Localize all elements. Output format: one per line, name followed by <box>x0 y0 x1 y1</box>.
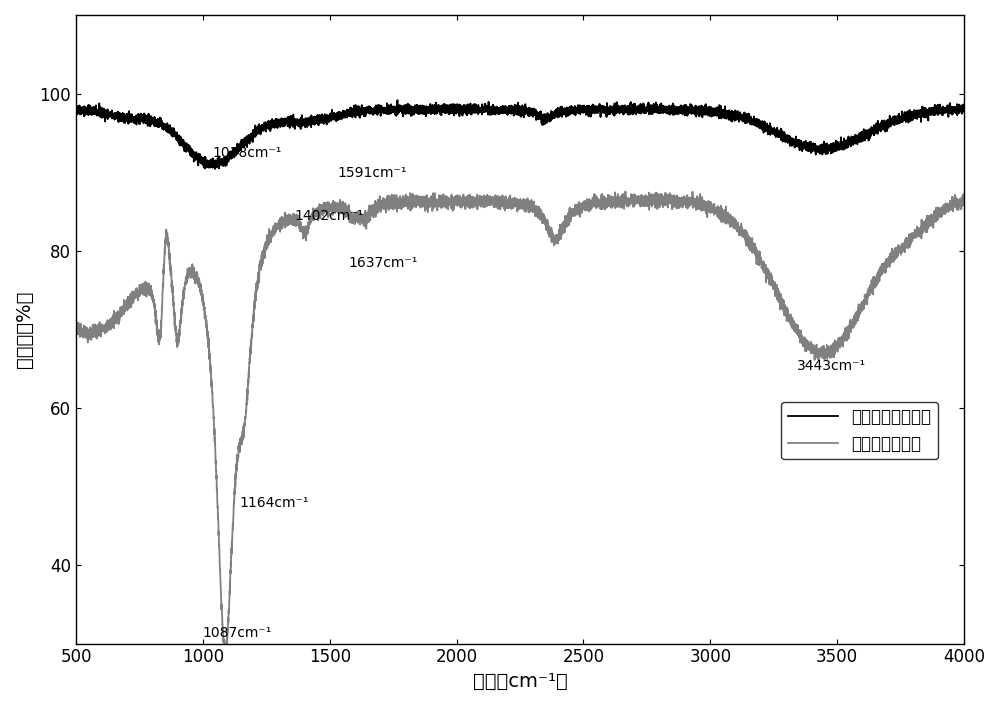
Text: 1087cm⁻¹: 1087cm⁻¹ <box>203 626 272 640</box>
Text: 1164cm⁻¹: 1164cm⁻¹ <box>240 496 309 510</box>
活性纳米碳材料 <box>776 297 788 305</box>
未改性纳米碳材料 <box>596 103 608 112</box>
Text: 3443cm⁻¹: 3443cm⁻¹ <box>797 359 866 373</box>
Text: 1402cm⁻¹: 1402cm⁻¹ <box>294 209 363 223</box>
Line: 活性纳米碳材料: 活性纳米碳材料 <box>76 191 964 644</box>
活性纳米碳材料 <box>729 217 741 226</box>
活性纳米碳材料 <box>70 323 82 332</box>
未改性纳米碳材料 <box>115 113 127 121</box>
未改性纳米碳材料 <box>958 100 970 109</box>
未改性纳米碳材料 <box>776 135 788 143</box>
Text: 1637cm⁻¹: 1637cm⁻¹ <box>349 256 418 270</box>
Text: 1591cm⁻¹: 1591cm⁻¹ <box>337 166 407 180</box>
Text: 1038cm⁻¹: 1038cm⁻¹ <box>213 146 282 160</box>
活性纳米碳材料 <box>958 197 970 205</box>
未改性纳米碳材料 <box>70 104 82 113</box>
活性纳米碳材料 <box>619 187 631 196</box>
活性纳米碳材料 <box>392 198 404 206</box>
Legend: 未改性纳米碳材料, 活性纳米碳材料: 未改性纳米碳材料, 活性纳米碳材料 <box>781 402 938 459</box>
Y-axis label: 透光率（%）: 透光率（%） <box>15 291 34 368</box>
活性纳米碳材料 <box>596 196 608 205</box>
活性纳米碳材料 <box>115 306 127 315</box>
未改性纳米碳材料 <box>392 106 404 114</box>
活性纳米碳材料 <box>634 202 646 210</box>
未改性纳米碳材料 <box>634 103 646 112</box>
未改性纳米碳材料 <box>209 164 221 173</box>
未改性纳米碳材料 <box>729 111 741 119</box>
X-axis label: 波长（cm⁻¹）: 波长（cm⁻¹） <box>473 672 567 691</box>
未改性纳米碳材料 <box>391 96 403 104</box>
活性纳米碳材料 <box>218 640 230 648</box>
Line: 未改性纳米碳材料: 未改性纳米碳材料 <box>76 100 964 169</box>
